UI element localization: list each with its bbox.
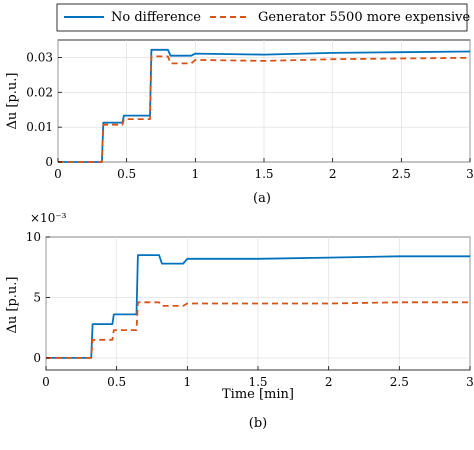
x-ticks-b: 0 0.5 1 1.5 2 2.5 3 <box>42 366 474 389</box>
y-ticks-a: 0 0.01 0.02 0.03 <box>26 50 62 169</box>
chart-panel-a: 0 0.01 0.02 0.03 0 0.5 1 1.5 2 2.5 3 Δu [p.u.] (a… <box>5 39 474 206</box>
series-line-generator-5500 <box>46 301 470 359</box>
series-layer-b <box>46 254 470 359</box>
series-layer-a <box>58 48 471 163</box>
x-tick-label: 0.5 <box>117 167 136 181</box>
x-tick-label: 2.5 <box>390 375 409 389</box>
series-line-no-difference <box>58 48 471 163</box>
x-tick-label: 1 <box>184 375 192 389</box>
x-tick-label: 3 <box>466 167 474 181</box>
y-axis-exponent-b: ×10⁻³ <box>30 211 67 225</box>
y-tick-label: 0.01 <box>26 120 53 134</box>
caption-b: (b) <box>249 416 267 431</box>
x-tick-label: 3 <box>466 375 474 389</box>
x-tick-label: 0 <box>42 375 50 389</box>
x-tick-label: 0.5 <box>107 375 126 389</box>
y-tick-label: 10 <box>26 230 41 244</box>
x-tick-label: 1 <box>192 167 200 181</box>
y-axis-label-b: Δu [p.u.] <box>5 277 20 334</box>
x-tick-label: 2 <box>329 167 337 181</box>
x-tick-label: 1.5 <box>254 167 273 181</box>
y-tick-label: 0.03 <box>26 50 53 64</box>
y-tick-label: 0 <box>33 351 41 365</box>
x-tick-label: 1.5 <box>248 375 267 389</box>
series-line-generator-5500 <box>58 55 471 163</box>
y-ticks-b: 0 5 10 <box>26 230 50 365</box>
x-tick-label: 0 <box>54 167 62 181</box>
legend: No difference Generator 5500 more expens… <box>56 3 471 32</box>
caption-a: (a) <box>253 191 271 206</box>
y-axis-label-a: Δu [p.u.] <box>5 73 20 130</box>
y-tick-label: 5 <box>33 290 41 304</box>
legend-box <box>56 3 468 32</box>
chart-panel-b: 0 5 10 0 0.5 1 1.5 2 2.5 3 ×10⁻³ Δu [p.u.] Time … <box>5 211 474 431</box>
y-tick-label: 0.02 <box>26 85 53 99</box>
x-axis-label-b: Time [min] <box>222 387 294 402</box>
x-ticks-a: 0 0.5 1 1.5 2 2.5 3 <box>54 158 474 181</box>
legend-label-generator-5500: Generator 5500 more expensive <box>258 10 471 25</box>
series-line-no-difference <box>46 254 470 359</box>
legend-label-no-difference: No difference <box>111 10 201 25</box>
gridlines-a <box>57 40 471 163</box>
x-tick-label: 2 <box>325 375 333 389</box>
gridlines-b <box>45 236 471 370</box>
x-tick-label: 2.5 <box>392 167 411 181</box>
y-tick-label: 0 <box>45 155 53 169</box>
